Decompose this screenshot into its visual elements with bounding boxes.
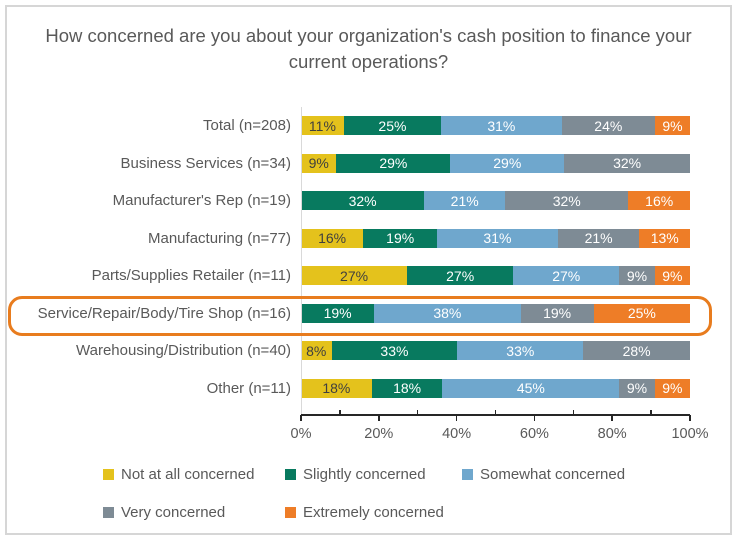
- bar-segment-somewhat-concerned: 45%: [442, 378, 620, 398]
- stacked-bar: 18% 18% 45% 9% 9%: [301, 378, 690, 398]
- chart-frame: How concerned are you about your organiz…: [5, 5, 732, 535]
- x-axis-tick-label: 20%: [364, 426, 394, 442]
- category-label: Total (n=208): [203, 117, 291, 135]
- stacked-bar: 11% 25% 31% 24% 9%: [301, 116, 691, 136]
- bar-segment-somewhat-concerned: 31%: [441, 116, 562, 136]
- bar-segment-not-at-all-concerned: 18%: [301, 378, 372, 398]
- x-axis-major-tick: [611, 415, 613, 421]
- legend-swatch-icon: [285, 507, 296, 518]
- bar-segment-very-concerned: 19%: [520, 303, 594, 323]
- chart-row-total-n-208: Total (n=208) 11% 25% 31% 24% 9%: [14, 107, 691, 145]
- legend-label: Not at all concerned: [121, 466, 255, 483]
- bar-segment-somewhat-concerned: 21%: [424, 191, 506, 211]
- x-axis-minor-tick: [339, 410, 341, 414]
- x-axis-tick-label: 0%: [290, 426, 312, 442]
- x-axis-minor-tick: [494, 410, 497, 414]
- chart-row-warehousing-distribution-n-40: Warehousing/Distribution (n=40) 8% 33% 33% 2…: [14, 332, 691, 370]
- bar-segment-very-concerned: 9%: [619, 266, 655, 286]
- bar-segment-slightly-concerned: 27%: [407, 266, 514, 286]
- bar-segment-slightly-concerned: 32%: [301, 191, 425, 211]
- legend-item-very-concerned: Very concerned: [103, 504, 225, 521]
- bar-segment-extremely-concerned: 16%: [628, 191, 690, 211]
- bar-segment-slightly-concerned: 33%: [331, 341, 458, 361]
- bar-segment-very-concerned: 21%: [557, 228, 640, 248]
- bar-segment-very-concerned: 24%: [561, 116, 655, 136]
- bar-segment-slightly-concerned: 19%: [301, 303, 375, 323]
- bar-segment-not-at-all-concerned: 11%: [301, 116, 344, 136]
- bar-segment-slightly-concerned: 29%: [336, 153, 451, 173]
- legend-swatch-icon: [103, 469, 114, 480]
- bar-segment-somewhat-concerned: 29%: [450, 153, 565, 173]
- bar-segment-not-at-all-concerned: 9%: [301, 153, 337, 173]
- x-axis-major-tick: [533, 415, 536, 421]
- bar-segment-very-concerned: 28%: [583, 341, 691, 361]
- legend-label: Somewhat concerned: [480, 466, 626, 483]
- legend-item-extremely-concerned: Extremely concerned: [285, 504, 444, 521]
- legend-swatch-icon: [103, 507, 114, 518]
- category-label: Service/Repair/Body/Tire Shop (n=16): [37, 304, 291, 322]
- chart-row-other-n-11: Other (n=11) 18% 18% 45% 9% 9%: [14, 370, 690, 408]
- bar-segment-somewhat-concerned: 27%: [513, 266, 620, 286]
- legend-swatch-icon: [285, 469, 296, 480]
- bar-segment-very-concerned: 9%: [619, 378, 655, 398]
- x-axis-major-tick: [300, 415, 302, 421]
- x-axis: 0% 20% 40% 60% 80% 100%: [291, 410, 709, 454]
- stacked-bar: 32% 21% 32% 16%: [301, 191, 690, 211]
- x-axis-minor-tick: [572, 410, 575, 414]
- legend-item-somewhat-concerned: Somewhat concerned: [462, 466, 625, 483]
- chart-title: How concerned are you about your organiz…: [45, 25, 692, 73]
- chart-row-manufacturer-s-rep-n-19: Manufacturer's Rep (n=19) 32% 21% 32% 16%: [14, 182, 690, 220]
- legend-label: Extremely concerned: [303, 504, 444, 521]
- chart-row-parts-supplies-retailer-n-11: Parts/Supplies Retailer (n=11) 27% 27% 27% 9…: [14, 257, 690, 295]
- x-axis-major-tick: [689, 415, 691, 421]
- bar-segment-very-concerned: 32%: [564, 153, 690, 173]
- category-label: Manufacturer's Rep (n=19): [112, 192, 291, 210]
- x-axis-major-tick: [378, 415, 380, 421]
- bar-segment-extremely-concerned: 13%: [639, 228, 690, 248]
- legend-swatch-icon: [462, 469, 473, 480]
- bar-segment-slightly-concerned: 19%: [363, 228, 438, 248]
- x-axis-minor-tick: [650, 410, 652, 414]
- stacked-bar: 8% 33% 33% 28%: [301, 341, 691, 361]
- x-axis-minor-tick: [416, 410, 419, 414]
- chart-row-service-repair-body-tire-shop-n-16: Service/Repair/Body/Tire Shop (n=16) 19% 3…: [14, 295, 690, 333]
- bar-segment-slightly-concerned: 18%: [371, 378, 443, 398]
- stacked-bar: 27% 27% 27% 9% 9%: [301, 266, 690, 286]
- legend-label: Very concerned: [121, 504, 226, 521]
- bar-segment-very-concerned: 32%: [505, 191, 629, 211]
- stacked-bar: 9% 29% 29% 32%: [301, 153, 690, 173]
- stacked-bar: 19% 38% 19% 25%: [301, 303, 690, 323]
- bars-area: Total (n=208) 11% 25% 31% 24% 9% Business Serv…: [14, 107, 691, 408]
- bar-segment-not-at-all-concerned: 16%: [301, 228, 364, 248]
- x-axis-line: [301, 414, 690, 416]
- category-label: Parts/Supplies Retailer (n=11): [91, 267, 291, 285]
- x-axis-tick-label: 40%: [442, 426, 472, 442]
- bar-segment-somewhat-concerned: 33%: [457, 341, 584, 361]
- legend-item-not-at-all-concerned: Not at all concerned: [103, 466, 254, 483]
- x-axis-major-tick: [455, 415, 458, 421]
- bar-segment-not-at-all-concerned: 27%: [301, 266, 408, 286]
- category-label: Manufacturing (n=77): [148, 229, 291, 247]
- bar-segment-extremely-concerned: 9%: [654, 378, 690, 398]
- category-label: Other (n=11): [206, 379, 291, 397]
- category-label: Business Services (n=34): [120, 154, 292, 172]
- chart-row-manufacturing-n-77: Manufacturing (n=77) 16% 19% 31% 21% 13%: [14, 220, 690, 258]
- x-axis-tick-label: 80%: [597, 426, 627, 442]
- bar-segment-extremely-concerned: 25%: [593, 303, 690, 323]
- bar-segment-somewhat-concerned: 31%: [437, 228, 558, 248]
- x-axis-tick-label: 60%: [519, 426, 549, 442]
- legend-item-slightly-concerned: Slightly concerned: [285, 466, 426, 483]
- chart-row-business-services-n-34: Business Services (n=34) 9% 29% 29% 32%: [14, 145, 690, 183]
- bar-segment-somewhat-concerned: 38%: [374, 303, 521, 323]
- bar-segment-extremely-concerned: 9%: [655, 116, 691, 136]
- bar-segment-not-at-all-concerned: 8%: [301, 341, 332, 361]
- x-axis-tick-label: 100%: [671, 426, 709, 442]
- stacked-bar: 16% 19% 31% 21% 13%: [301, 228, 690, 248]
- category-label: Warehousing/Distribution (n=40): [76, 342, 291, 360]
- legend-label: Slightly concerned: [303, 466, 426, 483]
- bar-segment-extremely-concerned: 9%: [654, 266, 690, 286]
- category-axis-line: [301, 107, 302, 414]
- bar-segment-slightly-concerned: 25%: [343, 116, 442, 136]
